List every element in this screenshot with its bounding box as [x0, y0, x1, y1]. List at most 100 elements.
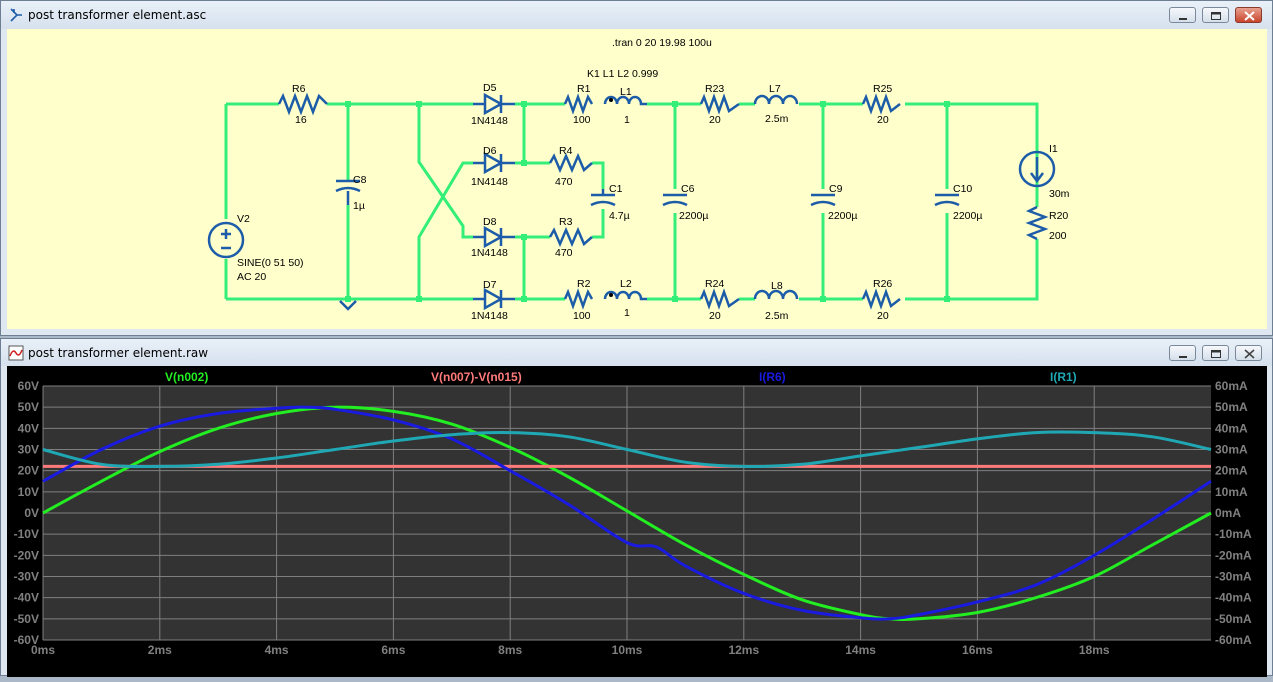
- x-tick-label: 4ms: [265, 643, 289, 657]
- y-left-tick-label: -30V: [14, 570, 39, 584]
- L7-symbol: [753, 94, 799, 105]
- R3-symbol: [548, 226, 593, 248]
- value-L7: 2.5m: [765, 113, 789, 125]
- y-left-tick-label: -40V: [14, 591, 39, 605]
- minimize-button[interactable]: [1169, 7, 1196, 23]
- label-R24: R24: [705, 278, 724, 290]
- schematic-titlebar[interactable]: post transformer element.asc: [1, 1, 1272, 29]
- symbols: [207, 92, 1056, 311]
- value-R6: 16: [295, 114, 307, 126]
- R24-symbol: [699, 288, 740, 310]
- value-C10: 2200µ: [953, 210, 982, 222]
- minimize-icon: [1179, 356, 1187, 358]
- y-right-tick-label: 60mA: [1215, 379, 1248, 393]
- y-left-tick-label: -60V: [14, 633, 39, 647]
- x-tick-label: 0ms: [31, 643, 55, 657]
- label-C6: C6: [681, 183, 695, 195]
- trace-label-vdiff: V(n007)-V(n015): [431, 370, 522, 384]
- schematic-title: post transformer element.asc: [28, 8, 207, 22]
- y-right-tick-label: -40mA: [1215, 591, 1252, 605]
- schematic-drawing: .tran 0 20 19.98 100u K1 L1 L2 0.999 R6 …: [207, 37, 1070, 322]
- restore-icon: [1211, 12, 1221, 20]
- value-V2-ac: AC 20: [237, 271, 266, 283]
- junctions: [345, 101, 950, 302]
- value-R25: 20: [877, 114, 889, 126]
- C1-symbol: [590, 189, 616, 207]
- L1-symbol: [603, 95, 647, 106]
- ground-symbol: [339, 300, 357, 311]
- label-D7: D7: [483, 279, 497, 291]
- label-C9: C9: [829, 183, 843, 195]
- R26-symbol: [861, 288, 901, 310]
- trace-v-n002-[interactable]: [42, 405, 1212, 621]
- schematic-window: post transformer element.asc: [0, 0, 1273, 336]
- value-I1: 30m: [1049, 188, 1070, 200]
- value-L2: 1: [624, 307, 630, 319]
- y-right-tick-label: -10mA: [1215, 527, 1252, 541]
- value-C6: 2200µ: [679, 210, 708, 222]
- plot-minimize-button[interactable]: [1169, 345, 1196, 361]
- waveform-plot[interactable]: 0ms 2ms 4ms 6ms 8ms 10ms 12ms 14ms 16ms 18ms 60V 60…: [7, 366, 1267, 677]
- value-L8: 2.5m: [765, 310, 789, 322]
- L8-symbol: [753, 289, 799, 300]
- value-R26: 20: [877, 310, 889, 322]
- restore-icon: [1211, 350, 1221, 358]
- plot-restore-button[interactable]: [1202, 345, 1229, 361]
- R1-symbol: [563, 93, 594, 115]
- y-right-tick-label: 20mA: [1215, 464, 1248, 478]
- value-V2: SINE(0 51 50): [237, 257, 304, 269]
- D6-symbol: [473, 151, 515, 175]
- y-left-tick-label: 0V: [24, 506, 39, 520]
- minimize-icon: [1179, 18, 1187, 20]
- y-left-tick-label: 20V: [18, 464, 39, 478]
- x-tick-label: 8ms: [498, 643, 522, 657]
- value-R3: 470: [555, 247, 573, 259]
- plot-close-button[interactable]: [1235, 345, 1262, 361]
- trace-label-ir1: I(R1): [1050, 370, 1077, 384]
- label-C1: C1: [609, 183, 623, 195]
- spice-directive-tran: .tran 0 20 19.98 100u: [612, 37, 712, 49]
- y-right-tick-label: 30mA: [1215, 443, 1248, 457]
- schematic-canvas[interactable]: .tran 0 20 19.98 100u K1 L1 L2 0.999 R6 …: [7, 29, 1267, 329]
- y-right-tick-label: -50mA: [1215, 612, 1252, 626]
- label-C8: C8: [353, 174, 367, 186]
- trace-i-r6-[interactable]: [42, 405, 1212, 621]
- R20-symbol: [1025, 205, 1049, 241]
- label-I1: I1: [1049, 143, 1058, 155]
- value-R2: 100: [573, 310, 591, 322]
- spice-directive-coupling: K1 L1 L2 0.999: [587, 68, 658, 80]
- label-R20: R20: [1049, 210, 1068, 222]
- value-R23: 20: [709, 114, 721, 126]
- value-D6: 1N4148: [471, 176, 508, 188]
- trace-i-r1-[interactable]: [42, 430, 1212, 468]
- waveform-window: post transformer element.raw 0ms 2ms 4ms 6m…: [0, 338, 1273, 677]
- x-tick-label: 18ms: [1079, 643, 1110, 657]
- waveform-titlebar[interactable]: post transformer element.raw: [1, 339, 1272, 366]
- y-right-tick-label: 0mA: [1215, 506, 1241, 520]
- label-D6: D6: [483, 145, 497, 157]
- value-L1: 1: [624, 114, 630, 126]
- value-D8: 1N4148: [471, 247, 508, 259]
- tick-labels: 0ms 2ms 4ms 6ms 8ms 10ms 12ms 14ms 16ms 18ms 60V 60…: [14, 379, 1252, 657]
- y-right-tick-label: 10mA: [1215, 485, 1248, 499]
- label-L8: L8: [771, 280, 783, 292]
- label-V2: V2: [237, 213, 250, 225]
- label-R2: R2: [577, 278, 591, 290]
- D7-symbol: [473, 287, 515, 311]
- label-C10: C10: [953, 183, 972, 195]
- value-R24: 20: [709, 310, 721, 322]
- x-tick-label: 16ms: [962, 643, 993, 657]
- L2-symbol: [603, 290, 647, 301]
- D8-symbol: [473, 225, 515, 249]
- C8-symbol: [335, 179, 361, 205]
- D5-symbol: [473, 92, 515, 116]
- waveform-chart: 0ms 2ms 4ms 6ms 8ms 10ms 12ms 14ms 16ms 18ms 60V 60…: [14, 370, 1252, 657]
- coupling-dots: [609, 98, 613, 297]
- restore-button[interactable]: [1202, 7, 1229, 23]
- label-R3: R3: [559, 216, 573, 228]
- value-R1: 100: [573, 114, 591, 126]
- C10-symbol: [934, 193, 960, 207]
- close-button[interactable]: [1235, 7, 1262, 23]
- y-left-tick-label: 60V: [18, 379, 39, 393]
- label-R26: R26: [873, 278, 892, 290]
